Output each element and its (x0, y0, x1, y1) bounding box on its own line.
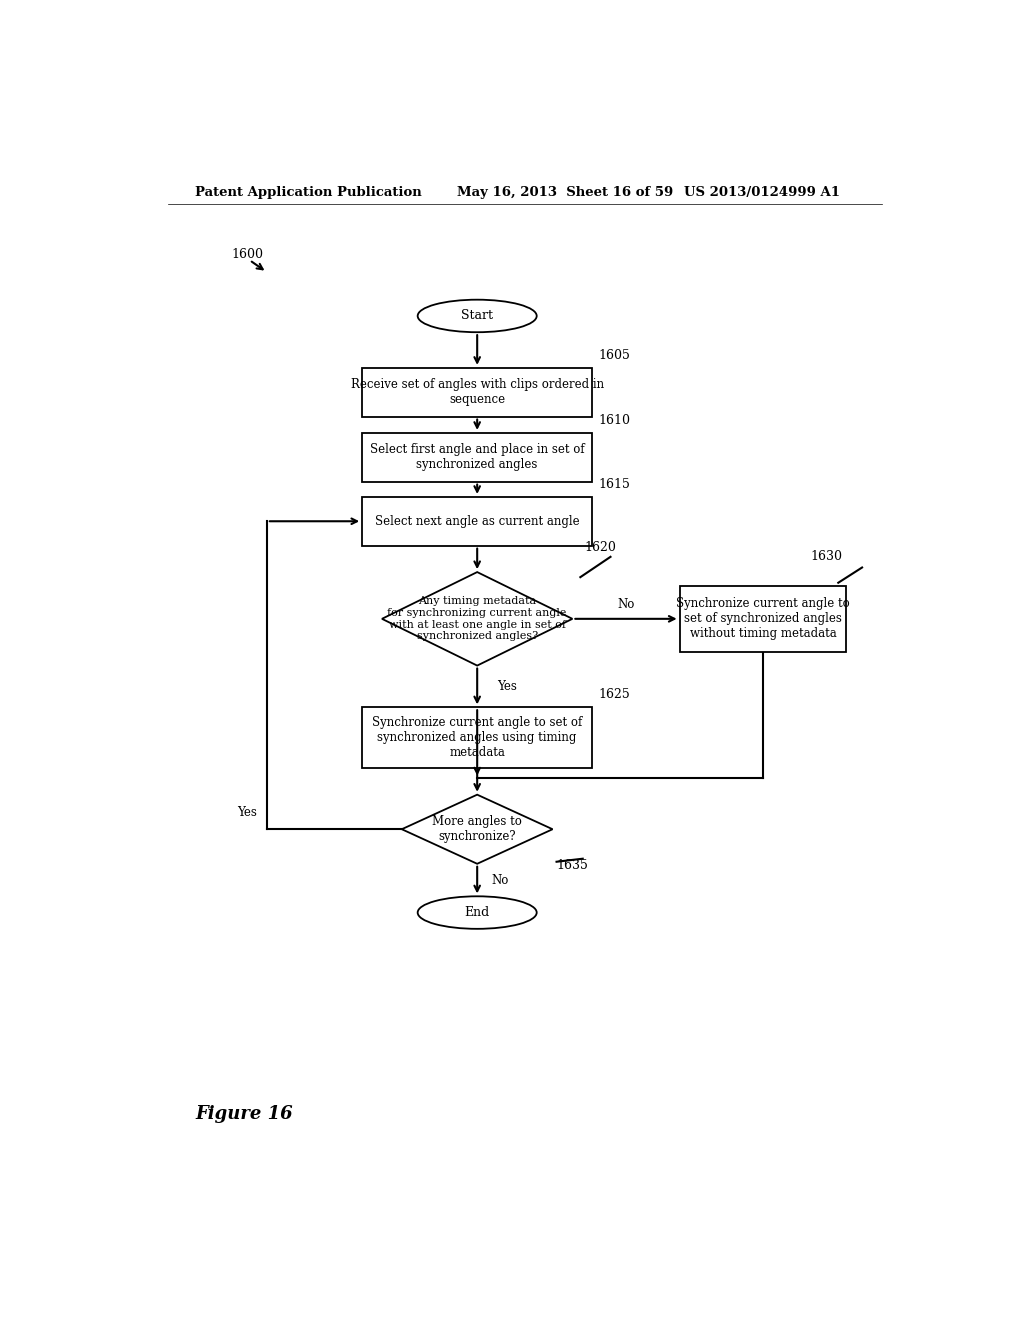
Text: 1630: 1630 (810, 550, 842, 564)
Text: Yes: Yes (238, 807, 257, 818)
Text: 1635: 1635 (556, 859, 588, 871)
FancyBboxPatch shape (362, 368, 592, 417)
FancyBboxPatch shape (362, 496, 592, 545)
Text: Any timing metadata
for synchronizing current angle
with at least one angle in s: Any timing metadata for synchronizing cu… (387, 597, 567, 642)
Text: Patent Application Publication: Patent Application Publication (196, 186, 422, 199)
Text: 1610: 1610 (599, 413, 631, 426)
Text: 1605: 1605 (599, 348, 631, 362)
Ellipse shape (418, 300, 537, 333)
Text: Yes: Yes (497, 680, 517, 693)
Polygon shape (382, 572, 572, 665)
Text: 1615: 1615 (599, 478, 631, 491)
Text: No: No (617, 598, 635, 611)
Ellipse shape (418, 896, 537, 929)
Text: Start: Start (461, 309, 494, 322)
FancyBboxPatch shape (362, 708, 592, 768)
Text: Synchronize current angle to
set of synchronized angles
without timing metadata: Synchronize current angle to set of sync… (676, 598, 850, 640)
Text: More angles to
synchronize?: More angles to synchronize? (432, 816, 522, 843)
Polygon shape (401, 795, 553, 863)
Text: Select first angle and place in set of
synchronized angles: Select first angle and place in set of s… (370, 444, 585, 471)
Text: 1620: 1620 (584, 541, 616, 554)
Text: 1625: 1625 (599, 688, 631, 701)
Text: US 2013/0124999 A1: US 2013/0124999 A1 (684, 186, 840, 199)
Text: Receive set of angles with clips ordered in
sequence: Receive set of angles with clips ordered… (350, 378, 604, 407)
Text: Synchronize current angle to set of
synchronized angles using timing
metadata: Synchronize current angle to set of sync… (372, 717, 583, 759)
Text: Figure 16: Figure 16 (196, 1105, 293, 1123)
Text: 1600: 1600 (231, 248, 263, 261)
Text: May 16, 2013  Sheet 16 of 59: May 16, 2013 Sheet 16 of 59 (458, 186, 674, 199)
FancyBboxPatch shape (362, 433, 592, 482)
Text: End: End (465, 906, 489, 919)
FancyBboxPatch shape (680, 586, 846, 652)
Text: Select next angle as current angle: Select next angle as current angle (375, 515, 580, 528)
Text: No: No (492, 874, 509, 887)
